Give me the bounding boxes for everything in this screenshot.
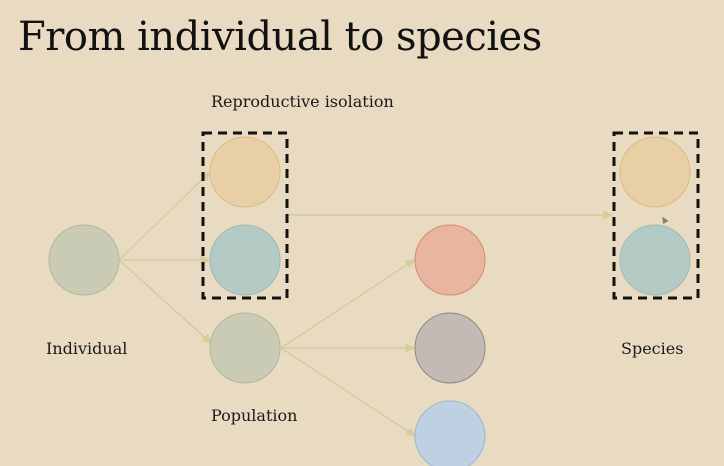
species-label: Species bbox=[621, 339, 684, 358]
gray-circle bbox=[414, 312, 486, 384]
population-circle bbox=[209, 312, 281, 384]
isolated-tan-circle bbox=[209, 136, 281, 208]
species-box bbox=[612, 131, 700, 300]
individual-label: Individual bbox=[46, 339, 128, 358]
population-label: Population bbox=[211, 406, 298, 425]
connector-population-to-salmon bbox=[280, 259, 415, 349]
reproductive-isolation-label: Reproductive isolation bbox=[211, 92, 394, 111]
isolated-teal-circle bbox=[209, 224, 281, 296]
connector-population-to-blue bbox=[280, 347, 416, 437]
connector-individual-to-tan bbox=[118, 171, 211, 261]
slide-title: From individual to species bbox=[18, 14, 542, 60]
species-tan-circle bbox=[619, 136, 691, 208]
individual-circle bbox=[48, 224, 120, 296]
reproductive-isolation-box bbox=[201, 131, 289, 300]
blue-circle bbox=[414, 400, 486, 466]
connector-individual-to-population bbox=[118, 259, 212, 344]
salmon-circle bbox=[414, 224, 486, 296]
species-teal-circle bbox=[619, 224, 691, 296]
